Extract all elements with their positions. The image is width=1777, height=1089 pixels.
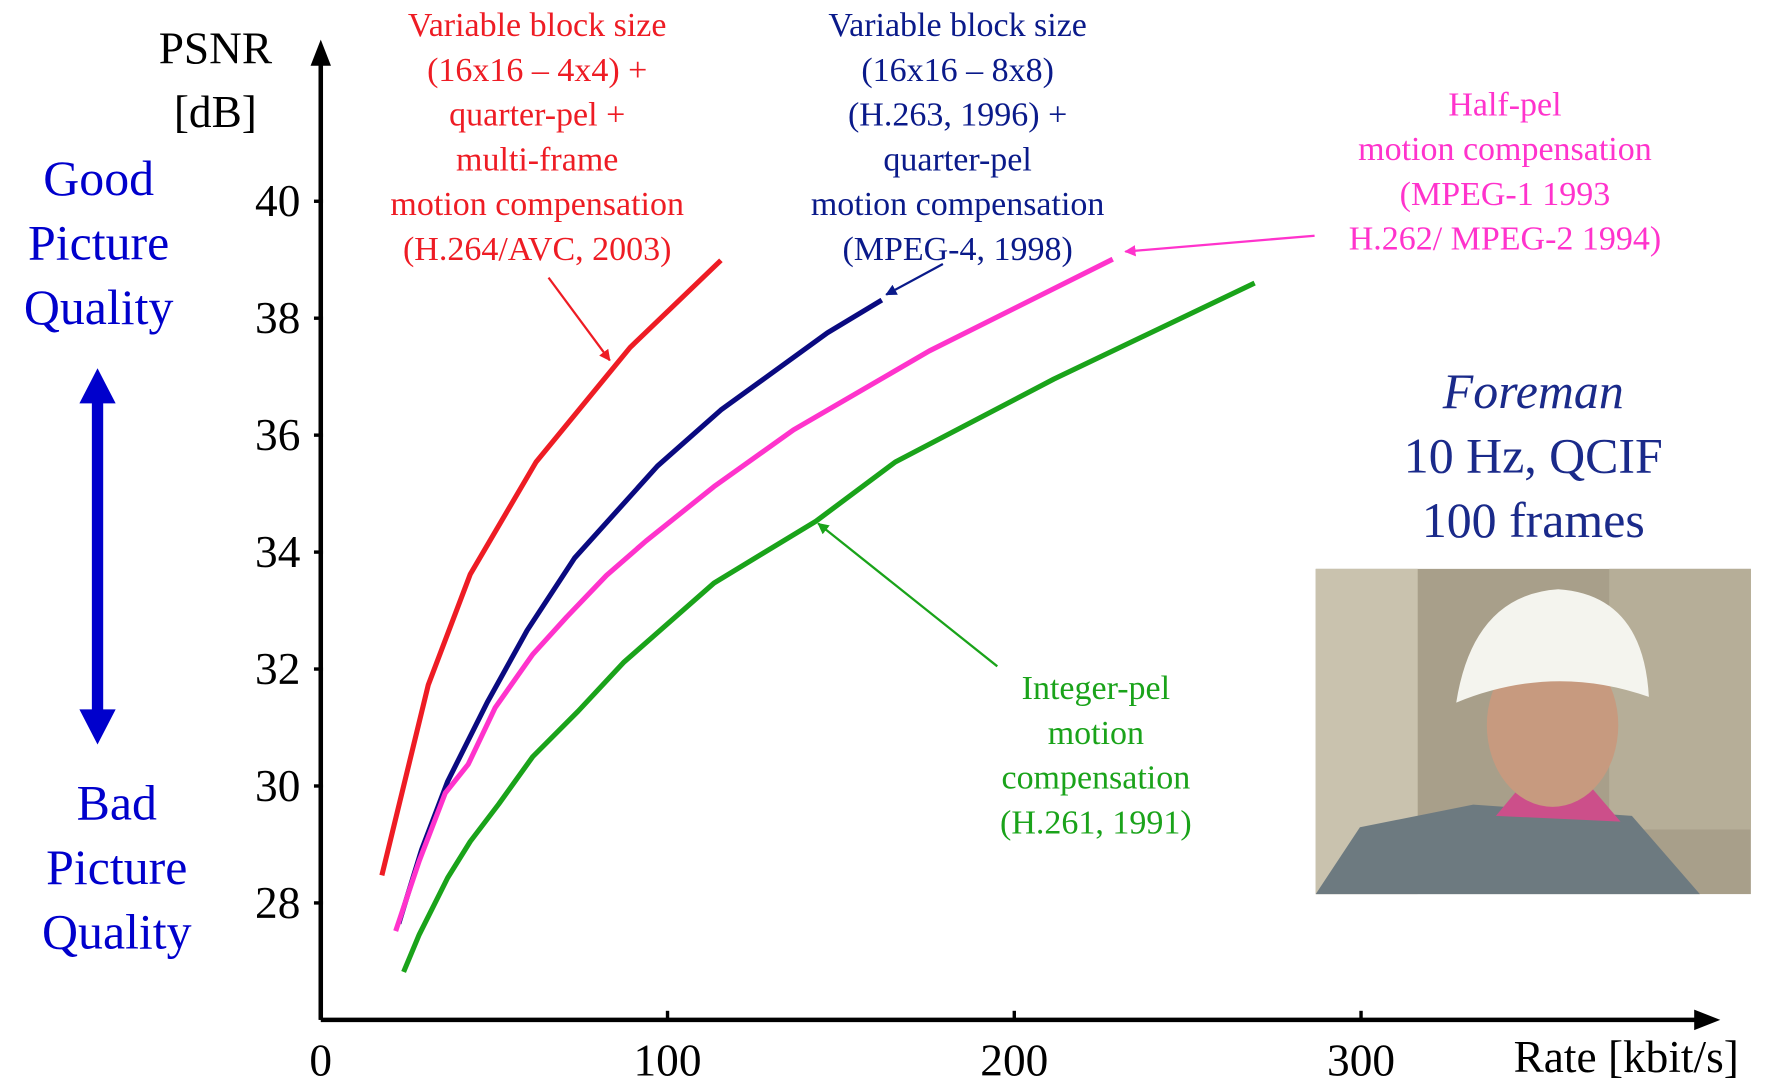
annotation: (H.264/AVC, 2003)	[403, 231, 671, 268]
annotation: compensation	[1001, 760, 1190, 797]
annotation: (H.261, 1991)	[1000, 804, 1192, 841]
annotation: quarter-pel +	[449, 97, 625, 134]
series-line	[393, 256, 1114, 932]
quality-label: Quality	[42, 905, 192, 960]
y-tick-label: 36	[255, 410, 300, 460]
annotation: Half-pel	[1448, 86, 1561, 123]
quality-label: Good	[43, 151, 154, 206]
series-line	[379, 258, 723, 876]
y-tick-label: 30	[255, 761, 300, 811]
y-axis-arrow	[310, 39, 331, 66]
x-tick-label: 100	[634, 1036, 702, 1086]
y-axis-label: [dB]	[174, 87, 257, 137]
y-tick-label: 28	[255, 878, 300, 928]
foreman-photo	[1315, 568, 1751, 895]
quality-label: Picture	[46, 840, 187, 895]
y-tick-label: 40	[255, 176, 300, 226]
sequence-name: Foreman	[1442, 364, 1624, 419]
annotation: Variable block size	[408, 7, 667, 44]
x-tick-label: 200	[980, 1036, 1048, 1086]
x-axis-label: Rate [kbit/s]	[1514, 1032, 1739, 1082]
y-tick-label: 38	[255, 293, 300, 343]
x-axis-arrow	[1694, 1009, 1721, 1031]
annotation: (MPEG-4, 1998)	[842, 231, 1072, 268]
sequence-detail: 10 Hz, QCIF	[1404, 429, 1663, 484]
annotation: motion compensation	[811, 186, 1105, 223]
y-tick-label: 34	[255, 527, 300, 577]
pointer	[817, 522, 998, 668]
annotation: motion compensation	[390, 186, 684, 223]
annotation: H.262/ MPEG-2 1994)	[1349, 221, 1661, 258]
x-tick-label: 300	[1327, 1036, 1395, 1086]
annotation: motion	[1048, 715, 1144, 752]
pointer	[547, 276, 611, 362]
annotation: (16x16 – 8x8)	[861, 52, 1054, 89]
y-axis-label: PSNR	[159, 24, 273, 74]
annotation: (MPEG-1 1993	[1400, 176, 1611, 213]
pointer	[885, 263, 944, 296]
annotation: multi-frame	[456, 141, 618, 178]
x-tick-label: 0	[309, 1036, 332, 1086]
quality-label: Picture	[28, 216, 169, 271]
annotation: Variable block size	[828, 7, 1087, 44]
annotation: (16x16 – 4x4) +	[427, 52, 647, 89]
sequence-detail: 100 frames	[1422, 493, 1645, 548]
annotation: Integer-pel	[1022, 670, 1170, 707]
annotation: motion compensation	[1358, 131, 1652, 168]
series-line	[401, 280, 1256, 973]
quality-label: Quality	[24, 280, 174, 335]
annotation: quarter-pel	[883, 141, 1031, 178]
annotation: (H.263, 1996) +	[848, 97, 1067, 134]
pointer	[1124, 234, 1315, 257]
quality-label: Bad	[77, 775, 157, 830]
series-line	[396, 297, 884, 925]
y-tick-label: 32	[255, 644, 300, 694]
